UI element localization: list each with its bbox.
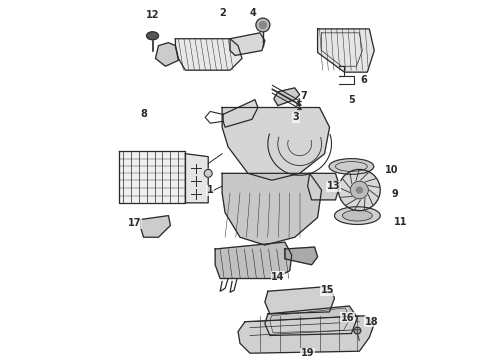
Ellipse shape xyxy=(259,22,267,28)
Polygon shape xyxy=(230,33,265,55)
Text: 16: 16 xyxy=(341,313,354,323)
Ellipse shape xyxy=(343,210,372,221)
Text: 11: 11 xyxy=(394,216,408,226)
Ellipse shape xyxy=(354,327,361,334)
Text: 14: 14 xyxy=(271,271,285,282)
Polygon shape xyxy=(155,43,178,66)
Polygon shape xyxy=(318,29,374,72)
Polygon shape xyxy=(265,286,335,314)
Text: 18: 18 xyxy=(365,317,378,327)
Ellipse shape xyxy=(356,187,362,193)
Text: 6: 6 xyxy=(360,75,367,85)
Text: 5: 5 xyxy=(348,95,355,105)
Text: 12: 12 xyxy=(146,10,159,20)
Polygon shape xyxy=(265,306,357,336)
Polygon shape xyxy=(215,242,292,279)
Text: 8: 8 xyxy=(140,109,147,120)
Polygon shape xyxy=(308,174,340,200)
Text: 15: 15 xyxy=(321,285,334,295)
Ellipse shape xyxy=(204,170,212,177)
Ellipse shape xyxy=(335,207,380,224)
Polygon shape xyxy=(141,216,171,237)
Polygon shape xyxy=(238,316,374,353)
Ellipse shape xyxy=(329,159,374,174)
Ellipse shape xyxy=(339,170,380,211)
Text: 13: 13 xyxy=(327,181,340,191)
Text: 17: 17 xyxy=(128,219,142,229)
Text: 19: 19 xyxy=(301,348,315,358)
Polygon shape xyxy=(119,151,185,203)
Polygon shape xyxy=(223,100,258,127)
Polygon shape xyxy=(274,88,300,105)
Polygon shape xyxy=(222,174,321,245)
Polygon shape xyxy=(285,247,318,265)
Text: 10: 10 xyxy=(386,165,399,175)
Polygon shape xyxy=(185,154,208,203)
Ellipse shape xyxy=(147,32,158,40)
Ellipse shape xyxy=(350,181,368,199)
Polygon shape xyxy=(222,108,329,180)
Ellipse shape xyxy=(256,18,270,32)
Text: 9: 9 xyxy=(392,189,398,199)
Text: 3: 3 xyxy=(293,112,299,122)
Polygon shape xyxy=(175,39,242,70)
Text: 2: 2 xyxy=(219,8,225,18)
Text: 4: 4 xyxy=(249,8,256,18)
Text: 7: 7 xyxy=(300,91,307,101)
Text: 1: 1 xyxy=(207,185,214,195)
